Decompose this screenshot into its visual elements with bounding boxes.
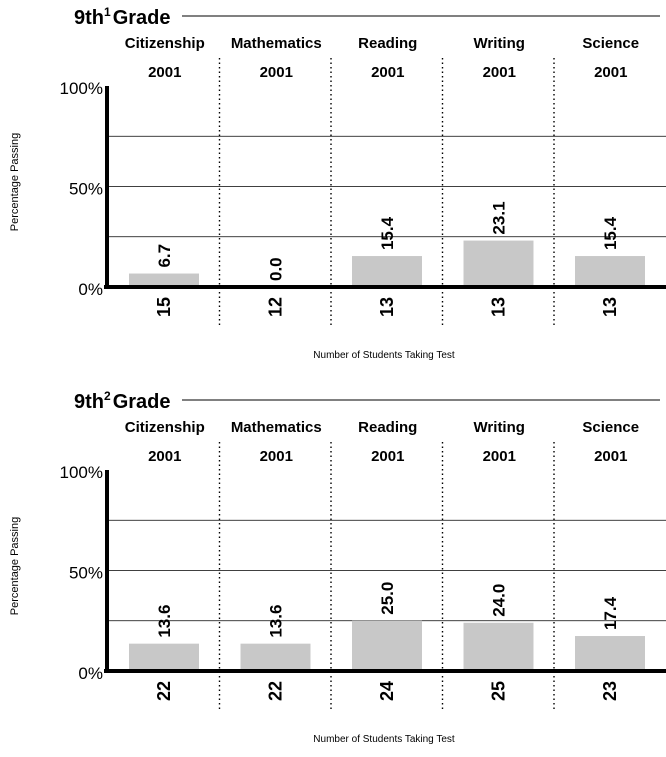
year-label: 2001 — [371, 448, 404, 465]
x-axis-label: Number of Students Taking Test — [313, 350, 455, 361]
year-label: 2001 — [483, 64, 516, 81]
student-count-label: 22 — [266, 681, 286, 701]
y-tick-label: 100% — [60, 463, 103, 482]
bar — [463, 240, 534, 287]
bar — [352, 256, 422, 287]
category-label: Writing — [474, 419, 525, 436]
y-tick-label: 50% — [69, 564, 103, 583]
chart-title-suffix: Grade — [113, 391, 171, 413]
bar — [129, 643, 199, 671]
year-label: 2001 — [483, 448, 516, 465]
value-label: 15.4 — [601, 216, 620, 250]
student-count-label: 13 — [377, 297, 397, 317]
category-label: Science — [582, 35, 639, 52]
student-count-label: 13 — [600, 297, 620, 317]
chart-panel-1: 9th1 Grade Citizenship 2001 Mathematics 2001 R… — [9, 5, 666, 361]
y-tick-label: 0% — [78, 280, 103, 299]
category-label: Mathematics — [231, 419, 322, 436]
chart-title: 9th1 Grade — [74, 5, 171, 29]
chart-title-suffix: Grade — [113, 7, 171, 29]
year-label: 2001 — [260, 64, 293, 81]
chart-title-grade: 9th — [74, 7, 104, 29]
category-label: Citizenship — [125, 35, 205, 52]
student-count-label: 12 — [266, 297, 286, 317]
year-label: 2001 — [148, 448, 181, 465]
bar — [240, 643, 311, 671]
category-label: Reading — [358, 419, 417, 436]
year-label: 2001 — [594, 64, 627, 81]
category-label: Citizenship — [125, 419, 205, 436]
value-label: 0.0 — [267, 257, 286, 281]
year-label: 2001 — [148, 64, 181, 81]
value-label: 25.0 — [378, 582, 397, 615]
chart-panel-2: 9th2 Grade Citizenship 2001 Mathematics 2001 R… — [9, 389, 666, 745]
y-axis-label: Percentage Passing — [9, 517, 21, 615]
chart-title-superscript: 1 — [104, 5, 111, 19]
value-label: 13.6 — [155, 605, 174, 638]
bar — [352, 620, 422, 671]
year-label: 2001 — [594, 448, 627, 465]
student-count-label: 25 — [489, 681, 509, 701]
value-label: 17.4 — [601, 596, 620, 630]
bar — [463, 622, 534, 671]
chart-title-grade: 9th — [74, 391, 104, 413]
student-count-label: 24 — [377, 681, 397, 701]
value-label: 15.4 — [378, 216, 397, 250]
category-label: Science — [582, 419, 639, 436]
bar — [575, 256, 645, 287]
value-label: 23.1 — [490, 201, 509, 234]
x-axis-label: Number of Students Taking Test — [313, 734, 455, 745]
value-label: 13.6 — [267, 605, 286, 638]
y-tick-label: 100% — [60, 79, 103, 98]
y-axis-label: Percentage Passing — [9, 133, 21, 231]
student-count-label: 22 — [154, 681, 174, 701]
y-tick-label: 50% — [69, 180, 103, 199]
year-label: 2001 — [260, 448, 293, 465]
student-count-label: 15 — [154, 297, 174, 317]
bar — [575, 636, 645, 671]
category-label: Mathematics — [231, 35, 322, 52]
bar — [129, 273, 199, 287]
value-label: 6.7 — [155, 244, 174, 268]
category-label: Writing — [474, 35, 525, 52]
year-label: 2001 — [371, 64, 404, 81]
student-count-label: 13 — [489, 297, 509, 317]
student-count-label: 23 — [600, 681, 620, 701]
value-label: 24.0 — [490, 584, 509, 617]
chart-title-superscript: 2 — [104, 389, 111, 403]
chart-title: 9th2 Grade — [74, 389, 171, 413]
y-tick-label: 0% — [78, 664, 103, 683]
category-label: Reading — [358, 35, 417, 52]
